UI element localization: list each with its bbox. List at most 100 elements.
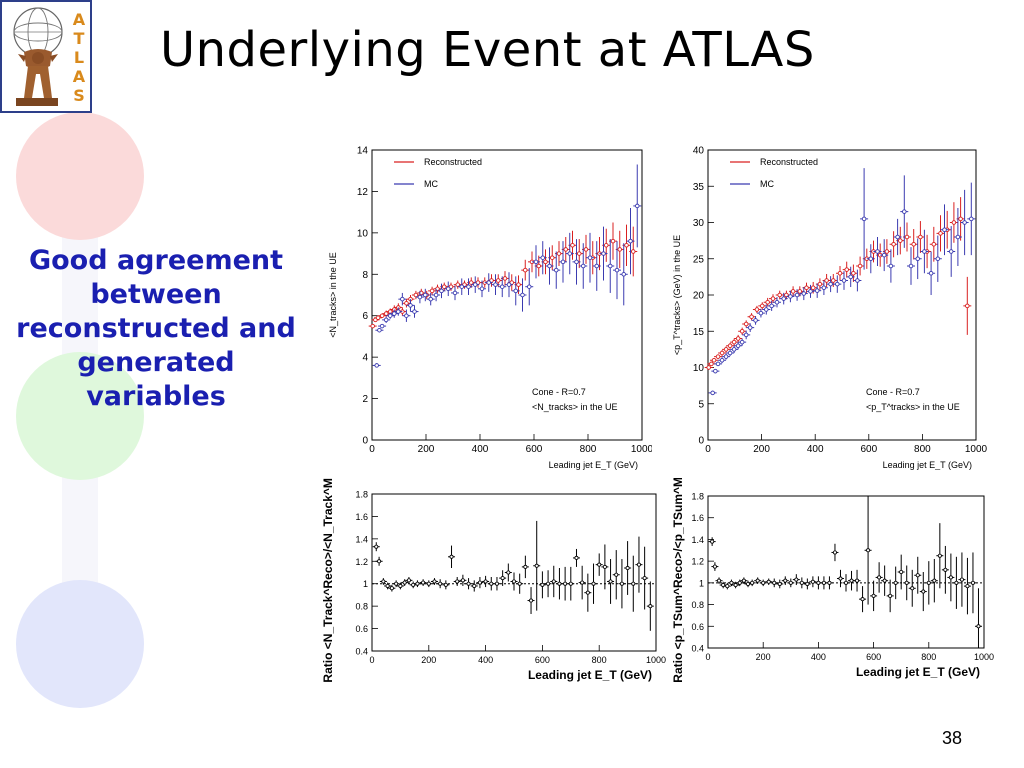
reconstructed-point	[543, 259, 548, 265]
reconstructed-point	[563, 247, 568, 252]
x-tick-label: 0	[705, 444, 711, 455]
annotation-text: <p_T^tracks> in the UE	[866, 402, 960, 412]
y-tick-label: 30	[693, 218, 705, 229]
mc-point	[493, 282, 498, 287]
ratio-point	[546, 581, 551, 586]
reconstructed-point	[383, 311, 389, 316]
mc-point	[417, 294, 423, 300]
reconstructed-point	[851, 270, 856, 276]
y-tick-label: 1	[363, 579, 368, 589]
ratio-point	[381, 579, 386, 584]
mc-point	[499, 284, 505, 289]
decor-circle-red	[16, 112, 144, 240]
plot-frame	[707, 149, 977, 441]
ratio-point	[821, 580, 826, 585]
ratio-point	[755, 578, 760, 583]
y-tick-label: 1.4	[355, 534, 368, 544]
mc-point	[506, 282, 512, 287]
ratio-point	[389, 586, 394, 591]
ratio-point	[882, 578, 887, 583]
mc-point	[377, 327, 382, 333]
mc-point	[881, 252, 887, 258]
ratio-point	[717, 578, 722, 583]
reconstructed-point	[965, 303, 970, 309]
reconstructed-point	[370, 323, 375, 329]
mc-point	[452, 290, 458, 296]
reconstructed-point	[576, 251, 582, 256]
ratio-point	[970, 580, 975, 585]
reconstructed-point	[441, 284, 447, 289]
mc-point	[835, 281, 840, 287]
mc-point	[922, 249, 927, 254]
ratio-point	[494, 581, 499, 586]
mc-point	[875, 249, 880, 254]
mc-point	[379, 323, 385, 329]
mc-point	[614, 267, 620, 273]
reconstructed-point	[754, 307, 760, 312]
x-tick-label: 200	[756, 652, 771, 662]
logo-letter: L	[73, 48, 85, 67]
y-tick-label: 1.4	[691, 535, 704, 545]
ratio-point	[631, 581, 636, 586]
mc-point	[781, 296, 786, 301]
mc-point	[758, 310, 764, 316]
reconstructed-point	[790, 289, 796, 294]
x-tick-label: 800	[580, 444, 597, 455]
plot-frame	[371, 493, 657, 652]
x-axis-label: Leading jet E_T (GeV)	[528, 668, 652, 682]
y-tick-label: 14	[357, 146, 369, 157]
mc-point	[428, 296, 433, 302]
mc-point	[608, 263, 613, 269]
ratio-point	[574, 555, 579, 560]
mc-point	[788, 294, 793, 299]
ratio-point	[741, 578, 746, 583]
reconstructed-point	[898, 238, 903, 243]
ratio-point	[832, 550, 837, 555]
reconstructed-point	[911, 241, 916, 247]
x-tick-label: 0	[369, 655, 374, 665]
reconstructed-point	[765, 299, 770, 305]
ratio-point	[443, 582, 448, 587]
y-tick-label: 1.2	[691, 557, 704, 567]
y-tick-label: 15	[693, 327, 705, 338]
mc-point	[445, 286, 451, 292]
ratio-point	[827, 580, 832, 585]
ratio-point	[517, 581, 522, 586]
ratio-point	[585, 590, 590, 595]
legend-label-reconstructed: Reconstructed	[424, 157, 482, 167]
ratio-point	[915, 573, 920, 578]
ratio-point	[460, 578, 465, 583]
ratio-point	[976, 624, 981, 629]
mc-point	[969, 216, 974, 222]
y-tick-label: 1.6	[355, 512, 368, 522]
ratio-point	[725, 584, 730, 589]
reconstructed-point	[549, 255, 555, 260]
plot-frame	[707, 495, 985, 649]
reconstructed-point	[817, 281, 823, 287]
reconstructed-point	[797, 289, 803, 294]
x-tick-label: 600	[535, 655, 550, 665]
reconstructed-point	[770, 296, 776, 301]
x-tick-label: 600	[860, 444, 877, 455]
mc-point	[848, 274, 853, 280]
y-tick-label: 1.8	[355, 490, 368, 500]
plot-frame	[371, 149, 643, 441]
ratio-point	[805, 581, 810, 586]
y-tick-label: 10	[693, 363, 705, 374]
mc-point	[472, 282, 478, 287]
mc-point	[828, 281, 833, 287]
ratio-point	[783, 578, 788, 583]
y-axis-label: Ratio <p_TSum^Reco>/<p_TSum^MC>	[671, 478, 685, 683]
legend-label-reconstructed: Reconstructed	[760, 157, 818, 167]
y-tick-label: 0.4	[691, 644, 704, 654]
ratio-point	[737, 580, 742, 585]
mc-point	[962, 220, 967, 225]
mc-point	[948, 249, 954, 254]
ratio-point	[904, 580, 909, 585]
reconstructed-point	[743, 321, 749, 327]
mc-point	[513, 288, 518, 294]
mc-point	[574, 259, 579, 265]
ratio-point	[794, 577, 799, 582]
ratio-point	[926, 580, 931, 585]
ratio-point	[529, 598, 534, 603]
